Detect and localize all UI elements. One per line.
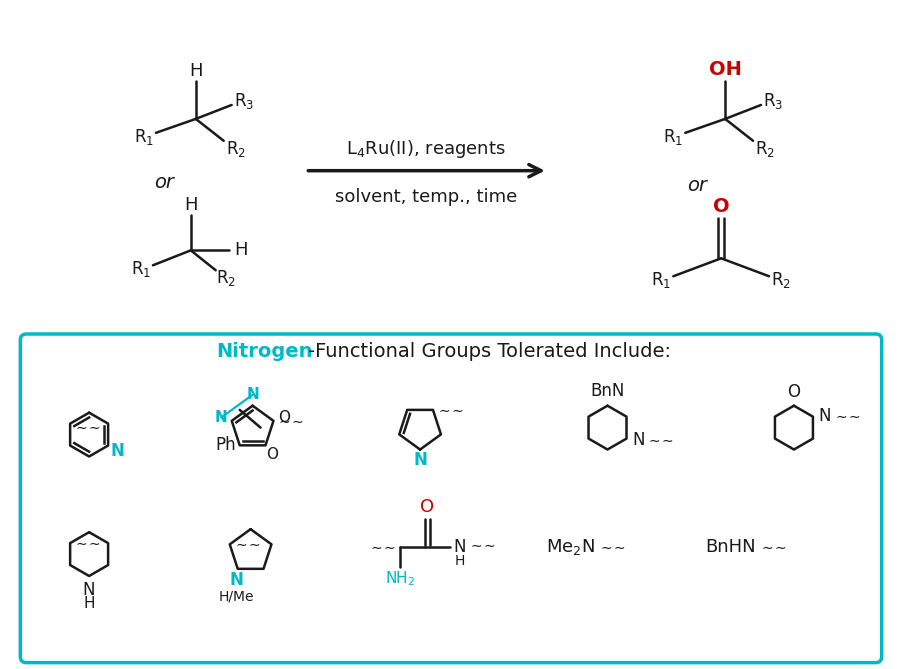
Text: $\sim\!\!\sim$: $\sim\!\!\sim$ [277, 414, 304, 428]
Text: O: O [787, 383, 800, 401]
Text: H: H [455, 554, 465, 568]
Text: or: or [687, 176, 707, 195]
Text: $\sim\!\!\sim$: $\sim\!\!\sim$ [73, 536, 101, 550]
Text: R$_2$: R$_2$ [771, 270, 791, 290]
Text: O: O [278, 410, 290, 425]
Text: OH: OH [709, 60, 742, 78]
Text: $\sim\!\!\sim$: $\sim\!\!\sim$ [833, 409, 860, 423]
FancyBboxPatch shape [21, 334, 882, 662]
Text: H: H [189, 62, 203, 80]
Text: N: N [83, 581, 96, 599]
Text: $\sim\!\!\sim$: $\sim\!\!\sim$ [597, 540, 625, 554]
Text: H: H [184, 195, 197, 213]
Text: $\sim\!\!\sim$: $\sim\!\!\sim$ [646, 433, 674, 447]
Text: N: N [454, 538, 466, 556]
Text: $\sim\!\!\sim$: $\sim\!\!\sim$ [368, 540, 396, 554]
Text: BnN: BnN [590, 382, 624, 400]
Text: R$_1$: R$_1$ [131, 260, 151, 279]
Text: O: O [420, 498, 434, 516]
Text: BnHN: BnHN [705, 538, 756, 556]
Text: $\sim\!\!\sim$: $\sim\!\!\sim$ [468, 538, 496, 552]
Text: O: O [713, 197, 730, 216]
Text: R$_2$: R$_2$ [755, 138, 775, 159]
Text: N: N [819, 407, 831, 425]
Text: solvent, temp., time: solvent, temp., time [335, 187, 517, 205]
Text: R$_3$: R$_3$ [763, 91, 783, 111]
Text: N: N [230, 571, 243, 589]
Text: R$_1$: R$_1$ [134, 127, 154, 147]
Text: R$_3$: R$_3$ [233, 91, 254, 111]
Text: or: or [154, 173, 174, 192]
Text: -Functional Groups Tolerated Include:: -Functional Groups Tolerated Include: [308, 343, 671, 361]
Text: L$_4$Ru(II), reagents: L$_4$Ru(II), reagents [346, 138, 505, 160]
Text: $\sim\!\!\sim$: $\sim\!\!\sim$ [436, 403, 463, 417]
Text: R$_2$: R$_2$ [225, 138, 246, 159]
Text: R$_1$: R$_1$ [663, 127, 683, 147]
Text: N: N [215, 410, 228, 425]
Text: NH$_2$: NH$_2$ [385, 569, 415, 588]
Text: $\sim\!\!\sim$: $\sim\!\!\sim$ [232, 537, 260, 551]
Text: H: H [234, 242, 248, 260]
Text: $\sim\!\!\sim$: $\sim\!\!\sim$ [73, 419, 101, 434]
Text: N: N [633, 431, 645, 448]
Text: $\sim\!\!\sim$: $\sim\!\!\sim$ [759, 540, 787, 554]
Text: Ph: Ph [215, 436, 235, 454]
Text: Nitrogen: Nitrogen [217, 343, 314, 361]
Text: N: N [246, 387, 259, 402]
Text: O: O [266, 447, 278, 462]
Text: H/Me: H/Me [219, 589, 254, 603]
Text: R$_1$: R$_1$ [651, 270, 671, 290]
Text: N: N [111, 442, 124, 460]
Text: Me$_2$N: Me$_2$N [545, 537, 595, 557]
Text: H: H [84, 596, 95, 611]
Text: R$_2$: R$_2$ [215, 268, 236, 288]
Text: N: N [414, 452, 427, 470]
